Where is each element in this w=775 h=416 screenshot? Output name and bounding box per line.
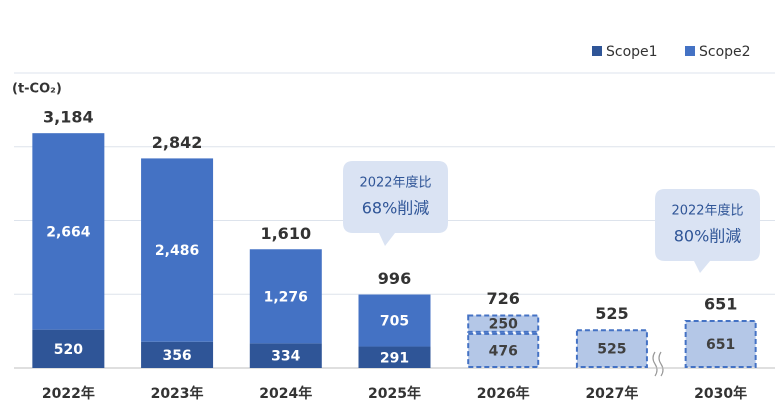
break-line [652, 351, 658, 377]
value-label: 291 [380, 350, 409, 366]
y-axis-label: (t-CO₂) [12, 82, 62, 97]
bar-segment [358, 294, 431, 347]
callout: 2022年度比 80%削減 [655, 189, 760, 273]
bar-segment [141, 158, 214, 342]
callout-text: 68%削減 [362, 199, 430, 218]
bar-segment [467, 332, 540, 368]
value-label: 1,276 [264, 289, 308, 305]
value-label: 356 [162, 348, 191, 364]
break-line [658, 351, 664, 377]
x-tick-label: 2030年 [694, 385, 747, 402]
value-label: 476 [489, 343, 518, 359]
bar-segment [32, 133, 105, 330]
value-label: 520 [54, 342, 83, 358]
bar-segment [575, 329, 648, 368]
bar-segment [141, 341, 214, 368]
legend-label: Scope1 [606, 44, 658, 60]
callout-text: 2022年度比 [671, 203, 743, 219]
total-label: 3,184 [43, 108, 94, 127]
value-label: 2,486 [155, 243, 199, 259]
x-tick-label: 2026年 [477, 385, 530, 402]
bar-segment [467, 314, 540, 333]
total-label: 651 [704, 294, 737, 313]
bar-segment [358, 346, 431, 368]
x-tick-label: 2022年 [42, 385, 95, 402]
callout: 2022年度比 68%削減 [343, 161, 448, 246]
callout-bubble [343, 161, 448, 246]
value-label: 651 [706, 337, 735, 353]
value-label: 2,664 [46, 224, 91, 240]
callout-bubble [655, 189, 760, 273]
axis-break [652, 351, 664, 377]
value-label: 705 [380, 314, 409, 330]
bar-segment [32, 329, 105, 368]
total-label: 2,842 [152, 133, 203, 152]
x-tick-label: 2025年 [368, 385, 421, 402]
total-label: 996 [378, 269, 411, 288]
legend-swatch [685, 46, 695, 56]
bar-segment [249, 343, 322, 368]
bar-segment [684, 319, 757, 368]
x-tick-label: 2027年 [585, 385, 638, 402]
value-label: 250 [489, 317, 518, 333]
total-label: 1,610 [260, 224, 311, 243]
callout-text: 2022年度比 [359, 175, 431, 191]
total-label: 726 [487, 289, 520, 308]
legend-label: Scope2 [699, 44, 751, 60]
x-tick-label: 2023年 [151, 385, 204, 402]
callout-text: 80%削減 [674, 227, 742, 246]
value-label: 334 [271, 349, 300, 365]
x-tick-label: 2024年 [259, 385, 312, 402]
value-label: 525 [597, 342, 626, 358]
bar-segment [249, 249, 322, 344]
legend-swatch [592, 46, 602, 56]
total-label: 525 [595, 304, 628, 323]
